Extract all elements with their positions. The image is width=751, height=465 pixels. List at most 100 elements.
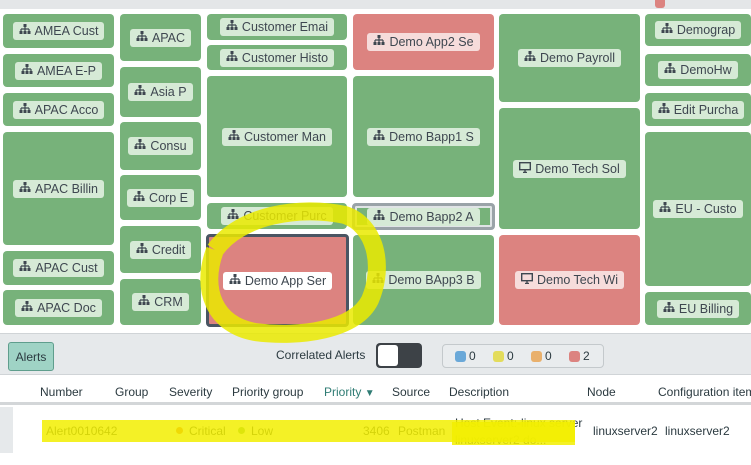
tile-text: APAC Doc: [37, 300, 96, 315]
tile-label: Demo Tech Sol: [513, 159, 626, 178]
hierarchy-icon: [134, 85, 146, 99]
count-value: 0: [469, 349, 476, 363]
tile-demo-app2-se[interactable]: Demo App2 Se: [353, 14, 494, 70]
tile-text: Consu: [150, 139, 187, 153]
hierarchy-icon: [227, 209, 239, 223]
tile-label: Demo Bapp2 A: [367, 207, 480, 226]
tile-apac[interactable]: APAC: [120, 14, 201, 61]
severity-text: Critical: [189, 424, 226, 438]
tile-label: AMEA E-P: [14, 61, 103, 80]
col-number[interactable]: Number: [40, 385, 83, 399]
col-priority[interactable]: Priority ▼: [324, 385, 375, 399]
yellow-square-icon: [493, 350, 504, 362]
tile-credit[interactable]: Credit: [120, 226, 201, 273]
tile-demo-app-ser[interactable]: Demo App Ser: [206, 234, 349, 327]
tile-text: Credit: [151, 242, 186, 257]
tile-apac-acco[interactable]: APAC Acco: [3, 93, 114, 126]
node-cell: linuxserver2: [593, 424, 658, 438]
col-configuration-item[interactable]: Configuration item: [658, 385, 751, 399]
hierarchy-icon: [664, 63, 676, 77]
configuration-item-link[interactable]: linuxserver2: [665, 424, 730, 438]
tile-edit-purcha[interactable]: Edit Purcha: [645, 93, 751, 126]
table-row[interactable]: Alert0010642 Critical Low 3406 Postman H…: [0, 407, 751, 453]
col-node[interactable]: Node: [587, 385, 616, 399]
tile-label: Demo BApp3 B: [366, 271, 481, 289]
tile-consu[interactable]: Consu: [120, 122, 201, 170]
tile-text: Demo BApp3 B: [388, 273, 475, 287]
tile-label: Demo Payroll: [517, 49, 622, 67]
alert-number-link[interactable]: Alert0010642: [46, 424, 118, 438]
alerts-button[interactable]: Alerts: [8, 342, 54, 371]
tile-demo-payroll[interactable]: Demo Payroll: [499, 14, 640, 102]
tile-amea-e-p[interactable]: AMEA E-P: [3, 54, 114, 87]
tile-demohw[interactable]: DemoHw: [645, 54, 751, 86]
hierarchy-icon: [136, 30, 148, 45]
tile-demo-bapp1-s[interactable]: Demo Bapp1 S: [353, 76, 494, 197]
tile-apac-billin[interactable]: APAC Billin: [3, 132, 114, 245]
count-blue[interactable]: 0: [455, 349, 485, 363]
tile-eu-billing[interactable]: EU Billing: [645, 292, 751, 325]
treemap: AMEA Cust AMEA E-P APAC Acco APAC Billin APA…: [0, 9, 751, 333]
tile-demograp[interactable]: Demograp: [645, 14, 751, 46]
tile-customer-man[interactable]: Customer Man: [207, 76, 347, 197]
tile-label: Credit: [129, 240, 192, 259]
tile-demo-bapp3-b[interactable]: Demo BApp3 B: [353, 235, 494, 325]
hierarchy-icon: [19, 102, 31, 117]
tile-label: Customer Histo: [219, 48, 335, 67]
tile-label: Edit Purcha: [651, 100, 745, 119]
tile-text: Demo Payroll: [539, 51, 616, 65]
tile-label: CRM: [132, 293, 189, 311]
tile-crm[interactable]: CRM: [120, 279, 201, 325]
col-group[interactable]: Group: [115, 385, 149, 399]
tile-text: APAC: [151, 30, 186, 45]
tile-corp-e[interactable]: Corp E: [120, 175, 201, 220]
hierarchy-icon: [138, 295, 150, 309]
tile-demo-tech-wi[interactable]: Demo Tech Wi: [499, 235, 640, 325]
tile-demo-bapp2-a[interactable]: Demo Bapp2 A: [352, 203, 495, 230]
tile-label: DemoHw: [658, 61, 738, 79]
tile-text: EU Billing: [678, 301, 734, 316]
correlated-alerts-label: Correlated Alerts: [276, 348, 366, 362]
hierarchy-icon: [228, 129, 240, 144]
hierarchy-icon: [373, 129, 385, 144]
count-red[interactable]: 2: [569, 349, 599, 363]
tile-text: EU - Custo: [675, 202, 737, 216]
col-priority-group[interactable]: Priority group: [232, 385, 304, 399]
tile-eu-custo[interactable]: EU - Custo: [645, 132, 751, 286]
tile-text: APAC Cust: [35, 261, 98, 275]
col-description[interactable]: Description: [449, 385, 510, 399]
col-source[interactable]: Source: [392, 385, 431, 399]
tile-label: Corp E: [127, 188, 194, 207]
tile-customer-emai[interactable]: Customer Emai: [207, 14, 347, 40]
tile-asia-p[interactable]: Asia P: [120, 67, 201, 117]
hierarchy-icon: [661, 23, 673, 37]
top-scroll-bar: [0, 0, 751, 9]
tile-apac-doc[interactable]: APAC Doc: [3, 290, 114, 325]
tile-text: Customer Histo: [241, 50, 329, 65]
tile-label: Demo Bapp1 S: [367, 127, 480, 146]
tile-text: Demo App Ser: [244, 273, 327, 288]
tile-apac-cust[interactable]: APAC Cust: [3, 251, 114, 285]
priority-group-cell: Low: [238, 424, 273, 438]
monitor-icon: [519, 161, 532, 176]
tile-label: EU Billing: [656, 299, 740, 318]
tile-label: Customer Emai: [219, 18, 335, 36]
tile-label: APAC: [129, 28, 192, 47]
count-orange[interactable]: 0: [531, 349, 561, 363]
tile-customer-purc[interactable]: Customer Purc: [207, 203, 347, 229]
count-yellow[interactable]: 0: [493, 349, 523, 363]
monitor-icon: [520, 273, 533, 287]
priority-cell: 3406: [363, 424, 390, 438]
tile-demo-tech-sol[interactable]: Demo Tech Sol: [499, 108, 640, 229]
red-square-icon: [569, 350, 580, 362]
tile-label: Customer Man: [222, 127, 332, 146]
correlated-alerts-toggle[interactable]: [376, 343, 422, 368]
col-severity[interactable]: Severity: [169, 385, 213, 399]
count-value: 0: [507, 349, 514, 363]
tile-text: Demo Tech Wi: [536, 273, 619, 287]
tile-text: APAC Acco: [34, 102, 99, 117]
hierarchy-icon: [21, 300, 33, 315]
tile-customer-histo[interactable]: Customer Histo: [207, 45, 347, 70]
tile-amea-cust[interactable]: AMEA Cust: [3, 14, 114, 48]
tile-text: DemoHw: [680, 63, 732, 77]
